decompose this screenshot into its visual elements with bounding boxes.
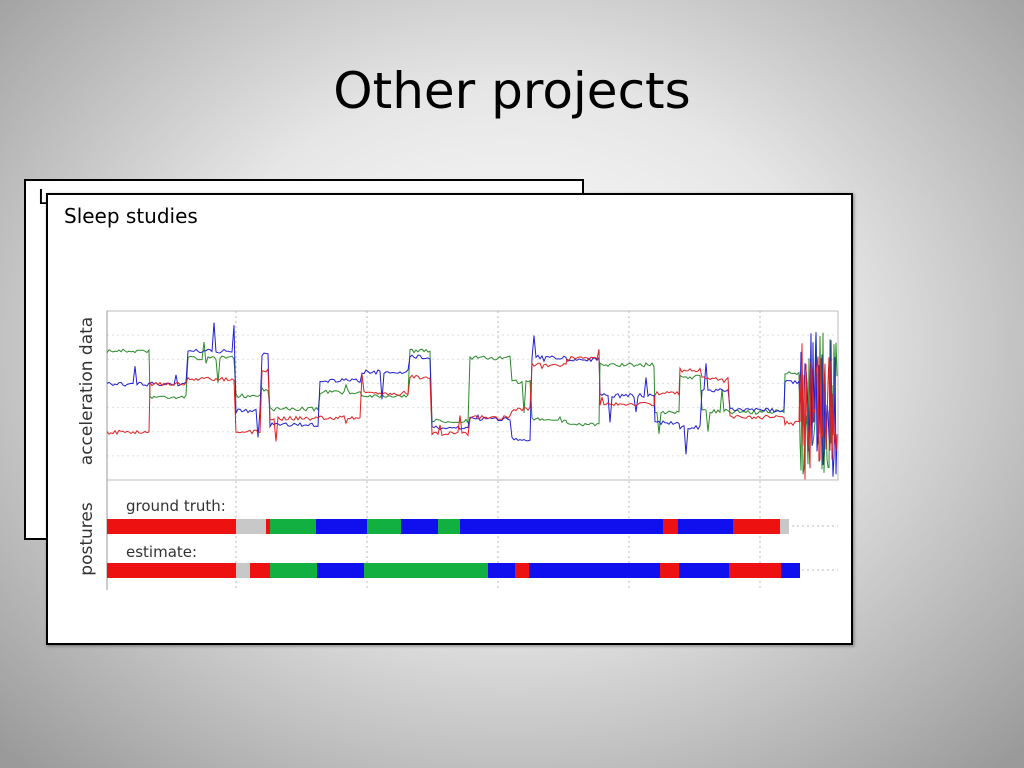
card-title: L (38, 185, 50, 209)
posture-segment (529, 563, 660, 578)
posture-segment (679, 563, 729, 578)
posture-segment (438, 519, 460, 534)
posture-segment (660, 563, 679, 578)
trace (106, 322, 838, 477)
posture-segment (236, 519, 266, 534)
axis-label: postures (77, 502, 97, 576)
posture-segment (316, 519, 367, 534)
posture-segment (401, 519, 438, 534)
posture-segment (733, 519, 780, 534)
posture-segment (515, 563, 529, 578)
posture-segment (729, 563, 781, 578)
trace (106, 331, 838, 475)
posture-segment (250, 563, 270, 578)
axis-label: acceleration data (77, 317, 97, 465)
row-label: ground truth: (126, 497, 226, 515)
posture-segment (266, 519, 270, 534)
posture-segment (367, 519, 401, 534)
front-card: Sleep studies acceleration data postures… (46, 193, 853, 645)
posture-segment (236, 563, 250, 578)
posture-segment (270, 563, 317, 578)
posture-segment (780, 519, 789, 534)
posture-segment (678, 519, 733, 534)
posture-segment (488, 563, 515, 578)
posture-segment (781, 563, 800, 578)
posture-segment (107, 519, 236, 534)
trace (106, 343, 838, 480)
card-title: Sleep studies (64, 204, 198, 228)
posture-segment (460, 519, 663, 534)
slide-title: Other projects (333, 62, 691, 120)
posture-segment (663, 519, 678, 534)
figure: acceleration data postures ground truth:… (77, 310, 839, 590)
posture-segment (270, 519, 316, 534)
posture-segment (317, 563, 364, 578)
posture-segment (364, 563, 488, 578)
row-label: estimate: (126, 543, 197, 561)
posture-segment (107, 563, 236, 578)
